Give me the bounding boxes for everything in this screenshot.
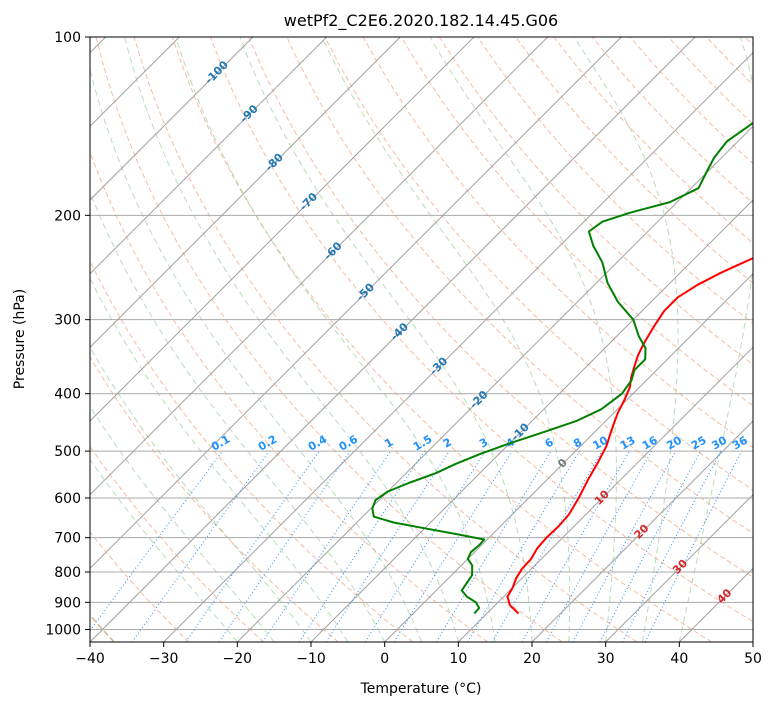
moist-adiabat	[239, 37, 533, 642]
moist-adiabat	[429, 37, 617, 642]
mixing-ratio-line	[644, 450, 743, 642]
y-tick-label: 700	[54, 531, 81, 547]
isobar-lines	[90, 37, 753, 630]
mixing-ratio-line	[262, 450, 392, 642]
moist-adiabat	[175, 37, 496, 642]
x-tick-label: 0	[380, 651, 389, 667]
isotherm-line	[310, 199, 753, 642]
mixing-ratio-line	[435, 450, 552, 642]
x-tick-label: −10	[296, 651, 326, 667]
isotherm-line	[384, 272, 753, 642]
plot-frame	[89, 36, 754, 643]
plot-area: -100-90-80-70-60-50-40-30-20-10010203040…	[90, 37, 753, 642]
x-tick-label: −20	[223, 651, 253, 667]
mixing-ratio-line	[599, 450, 701, 642]
dry-adiabat	[400, 37, 753, 407]
y-tick-label: 500	[54, 444, 81, 460]
mixing-ratio-lines	[90, 450, 743, 642]
mixing-ratio-line	[572, 450, 677, 642]
isotherm-line	[90, 37, 549, 496]
y-tick-label: 1000	[45, 622, 81, 638]
dry-adiabat	[248, 37, 753, 578]
mixing-ratio-line	[185, 450, 320, 642]
isotherm-line	[90, 37, 328, 275]
isotherm-line	[457, 346, 753, 642]
moist-adiabat	[90, 405, 275, 642]
isotherm-line	[90, 37, 475, 422]
isotherm-line	[531, 420, 753, 642]
y-axis-ticks: 100 200 300 400 500 600 700 800 900 1000	[45, 30, 90, 638]
dewpoint-trace	[371, 122, 753, 615]
dry-adiabat	[90, 445, 264, 642]
y-axis-label: Pressure (hPa)	[12, 289, 28, 389]
moist-adiabat	[678, 37, 753, 642]
isotherm-line	[90, 37, 622, 570]
dry-adiabat	[438, 37, 753, 366]
moist-adiabat	[573, 37, 679, 642]
moist-adiabat	[90, 458, 238, 642]
sounding-traces	[371, 122, 753, 615]
y-tick-label: 900	[54, 595, 81, 611]
x-tick-label: 40	[670, 651, 688, 667]
moist-adiabat	[321, 37, 571, 642]
dry-adiabats	[90, 37, 753, 642]
isotherm-line	[752, 641, 753, 642]
dry-adiabat	[515, 37, 753, 284]
x-tick-label: 20	[523, 651, 541, 667]
mixing-ratio-line	[298, 450, 425, 642]
x-axis-ticks: −40 −30 −20 −10 0 10 20 30 40 50	[75, 642, 762, 667]
y-tick-label: 300	[54, 313, 81, 329]
chart-title: wetPf2_C2E6.2020.182.14.45.G06	[284, 11, 558, 31]
dry-adiabat	[90, 531, 190, 642]
mixing-ratio-line	[393, 450, 513, 642]
mixing-ratio-line	[131, 450, 270, 642]
moist-adiabat	[90, 190, 386, 642]
isotherm-lines	[90, 37, 753, 642]
moist-adiabat	[124, 37, 459, 642]
moist-adiabat	[90, 277, 349, 642]
dry-adiabat	[95, 37, 563, 642]
y-tick-label: 100	[54, 30, 81, 46]
dry-adiabat	[324, 37, 753, 491]
dry-adiabat	[133, 37, 638, 642]
isotherm-line	[236, 125, 753, 642]
moist-adiabat	[90, 67, 422, 642]
isotherm-line	[90, 37, 254, 201]
isotherm-line	[90, 37, 696, 642]
isotherm-line	[163, 51, 753, 642]
y-tick-label: 800	[54, 565, 81, 581]
y-tick-label: 400	[54, 387, 81, 403]
dry-adiabat	[90, 356, 339, 642]
mixing-ratio-line	[545, 450, 653, 642]
y-tick-label: 200	[54, 208, 81, 224]
dry-adiabat	[210, 37, 753, 623]
mixing-ratio-line	[325, 450, 450, 642]
isotherm-line	[90, 37, 401, 349]
x-tick-label: −40	[75, 651, 105, 667]
mixing-ratio-line	[364, 450, 486, 642]
x-tick-label: 30	[597, 651, 615, 667]
x-tick-label: 50	[744, 651, 762, 667]
mixing-ratio-line	[621, 450, 722, 642]
mixing-ratio-line	[218, 450, 351, 642]
dry-adiabat	[171, 37, 712, 642]
x-tick-label: −30	[149, 651, 179, 667]
x-axis-label: Temperature (°C)	[360, 681, 482, 697]
y-tick-label: 600	[54, 491, 81, 507]
isotherm-line	[605, 493, 753, 642]
dry-adiabat	[90, 150, 488, 642]
x-tick-label: 10	[449, 651, 467, 667]
